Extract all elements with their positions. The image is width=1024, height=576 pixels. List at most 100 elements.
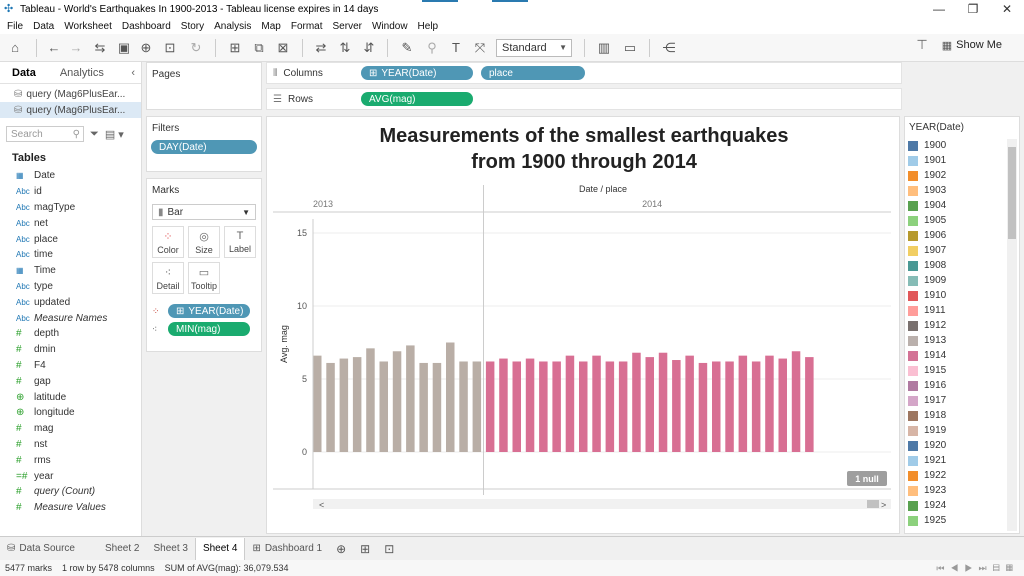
tab-sheet-2[interactable]: Sheet 2 [104, 543, 140, 554]
legend-item[interactable]: 1916 [905, 378, 1019, 393]
legend-item[interactable]: 1904 [905, 198, 1019, 213]
field-item[interactable]: # depth [0, 326, 141, 342]
size-button[interactable]: ◎ Size [188, 226, 220, 258]
sort-ascending-icon[interactable]: ⇅ [339, 39, 351, 55]
legend-item[interactable]: 1912 [905, 318, 1019, 333]
field-item[interactable]: Abc type [0, 279, 141, 295]
menu-story[interactable]: Story [180, 20, 205, 32]
undo-icon[interactable]: ← [47, 40, 61, 55]
duplicate-icon[interactable]: ⧉ [254, 39, 264, 55]
tab-analytics[interactable]: Analytics [59, 66, 104, 79]
menu-server[interactable]: Server [332, 20, 362, 32]
home-icon[interactable]: ⌂ [11, 40, 19, 55]
field-item[interactable]: # rms [0, 452, 141, 468]
filters-card[interactable]: Filters DAY(Date) [146, 116, 262, 172]
collapse-pane-icon[interactable]: ‹ [131, 66, 135, 79]
filter-icon[interactable]: ⏷ [90, 127, 99, 140]
show-me-button[interactable]: ⊤ ▦ Show Me [916, 37, 1002, 53]
data-source-item[interactable]: ⛁ query (Mag6PlusEar... [0, 102, 141, 118]
clear-sheet-icon[interactable]: ⊠ [277, 39, 289, 55]
tooltip-button[interactable]: ▭ Tooltip [188, 262, 220, 294]
field-item[interactable]: Abc magType [0, 200, 141, 216]
columns-shelf[interactable]: ⦀ Columns ⊞ YEAR(Date) place [266, 62, 902, 84]
field-item[interactable]: Abc updated [0, 294, 141, 310]
legend-item[interactable]: 1903 [905, 183, 1019, 198]
fix-axes-icon[interactable]: ⤧ [474, 39, 486, 55]
field-item[interactable]: Abc time [0, 247, 141, 263]
swap-rows-columns-icon[interactable]: ⇄ [315, 39, 327, 55]
legend-item[interactable]: 1908 [905, 258, 1019, 273]
legend-item[interactable]: 1921 [905, 453, 1019, 468]
close-icon[interactable]: ✕ [1001, 2, 1013, 16]
color-button[interactable]: ⁘ Color [152, 226, 184, 258]
menu-window[interactable]: Window [371, 20, 408, 32]
marks-pill-year[interactable]: ⊞ YEAR(Date) [168, 304, 250, 318]
field-item[interactable]: # dmin [0, 342, 141, 358]
menu-analysis[interactable]: Analysis [214, 20, 252, 32]
refresh-icon[interactable]: ↻ [190, 39, 202, 55]
new-story-icon[interactable]: ⊡ [384, 541, 395, 556]
pause-updates-icon[interactable]: ⊡ [164, 39, 176, 55]
marks-pill-minmag[interactable]: MIN(mag) [168, 322, 250, 336]
view-options-icon[interactable]: ▤ ▾ [104, 128, 124, 141]
save-icon[interactable]: ▣ [117, 39, 131, 55]
field-item[interactable]: # nst [0, 437, 141, 453]
legend-item[interactable]: 1925 [905, 513, 1019, 528]
tab-data-source[interactable]: ⛁ Data Source [0, 538, 82, 560]
legend-item[interactable]: 1914 [905, 348, 1019, 363]
legend-item[interactable]: 1910 [905, 288, 1019, 303]
new-worksheet-icon[interactable]: ⊕ [336, 541, 347, 556]
field-item[interactable]: Abc net [0, 215, 141, 231]
legend-item[interactable]: 1905 [905, 213, 1019, 228]
field-item[interactable]: ⊕ longitude [0, 405, 141, 421]
share-icon[interactable]: ⋲ [662, 39, 676, 55]
field-item[interactable]: # gap [0, 373, 141, 389]
minimize-icon[interactable]: — [933, 2, 945, 16]
legend-item[interactable]: 1918 [905, 408, 1019, 423]
field-item[interactable]: Abc id [0, 184, 141, 200]
menu-help[interactable]: Help [417, 20, 439, 32]
rows-pill-avgmag[interactable]: AVG(mag) [361, 92, 473, 106]
legend-item[interactable]: 1922 [905, 468, 1019, 483]
legend-item[interactable]: 1907 [905, 243, 1019, 258]
field-item[interactable]: # F4 [0, 358, 141, 374]
pages-card[interactable]: Pages [146, 62, 262, 110]
sheet-nav-icons[interactable]: ⏮◀▶⏭▤▦ [936, 562, 1019, 573]
rows-shelf[interactable]: ☰ Rows AVG(mag) [266, 88, 902, 110]
legend-item[interactable]: 1911 [905, 303, 1019, 318]
legend-item[interactable]: 1919 [905, 423, 1019, 438]
label-button[interactable]: T Label [224, 226, 256, 258]
sort-descending-icon[interactable]: ⇵ [363, 39, 375, 55]
redo-icon[interactable]: → [69, 40, 83, 55]
legend-item[interactable]: 1917 [905, 393, 1019, 408]
scrollbar-thumb[interactable] [1008, 147, 1016, 239]
swap-icon[interactable]: ⇆ [94, 39, 106, 55]
field-item[interactable]: ⊕ latitude [0, 389, 141, 405]
tab-sheet-4[interactable]: Sheet 4 [194, 537, 246, 560]
columns-pill-year[interactable]: ⊞ YEAR(Date) [361, 66, 473, 80]
tab-data[interactable]: Data [12, 66, 36, 79]
detail-button[interactable]: ⁖ Detail [152, 262, 184, 294]
field-item[interactable]: Abc place [0, 231, 141, 247]
field-item[interactable]: # mag [0, 421, 141, 437]
menu-data[interactable]: Data [33, 20, 55, 32]
field-item[interactable]: =# year [0, 468, 141, 484]
legend-item[interactable]: 1900 [905, 138, 1019, 153]
legend-item[interactable]: 1901 [905, 153, 1019, 168]
menu-map[interactable]: Map [261, 20, 281, 32]
field-item[interactable]: ▦ Date [0, 168, 141, 184]
restore-icon[interactable]: ❐ [967, 2, 979, 16]
columns-pill-place[interactable]: place [481, 66, 585, 80]
legend-item[interactable]: 1923 [905, 483, 1019, 498]
presentation-mode-icon[interactable]: ▭ [623, 39, 637, 55]
legend-item[interactable]: 1920 [905, 438, 1019, 453]
show-labels-icon[interactable]: T [452, 40, 460, 55]
search-input[interactable]: Search ⚲ [6, 126, 84, 142]
menu-dashboard[interactable]: Dashboard [121, 20, 171, 32]
legend-item[interactable]: 1913 [905, 333, 1019, 348]
show-cards-icon[interactable]: ▥ [597, 39, 611, 55]
field-item[interactable]: Abc Measure Names [0, 310, 141, 326]
legend-item[interactable]: 1915 [905, 363, 1019, 378]
legend-item[interactable]: 1909 [905, 273, 1019, 288]
new-worksheet-icon[interactable]: ⊞ [229, 39, 241, 55]
